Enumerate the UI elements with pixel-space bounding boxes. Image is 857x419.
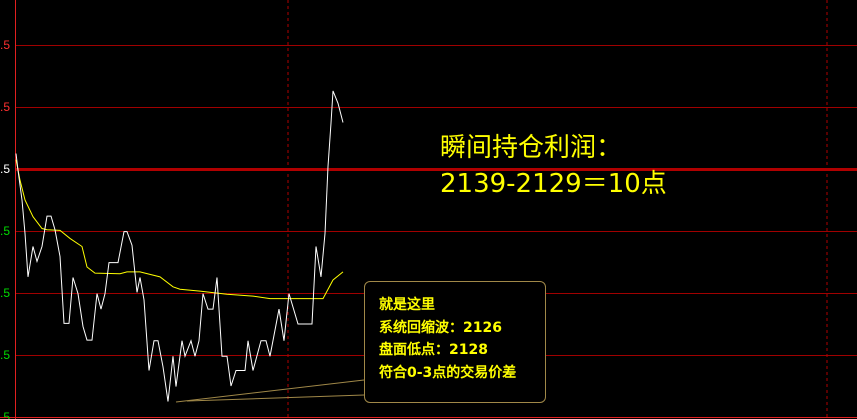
y-tick-label: .5 [0, 162, 11, 176]
profit-annotation: 瞬间持仓利润： 2139-2129＝10点 [440, 130, 667, 202]
y-tick-label: .5 [0, 286, 11, 300]
callout-line: 符合0-3点的交易价差 [379, 364, 517, 381]
callout-line: 就是这里 [379, 297, 435, 313]
callout-pointer [186, 394, 365, 402]
average-price-line [15, 159, 344, 300]
profit-calc: 2139-2129＝10点 [440, 169, 667, 199]
callout-line: 系统回缩波：2126 [379, 319, 502, 336]
y-tick-label: .5 [0, 100, 11, 114]
callout-pointer [175, 379, 365, 403]
y-tick-label: .5 [0, 38, 11, 52]
profit-title: 瞬间持仓利润： [440, 133, 623, 163]
y-tick-label: .5 [0, 224, 11, 238]
price-line [15, 90, 344, 402]
callout-box: 就是这里 系统回缩波：2126 盘面低点：2128 符合0-3点的交易价差 [364, 281, 546, 403]
callout-line: 盘面低点：2128 [379, 342, 488, 358]
y-tick-label: .5 [0, 348, 11, 362]
y-tick-label: .5 [0, 410, 11, 419]
